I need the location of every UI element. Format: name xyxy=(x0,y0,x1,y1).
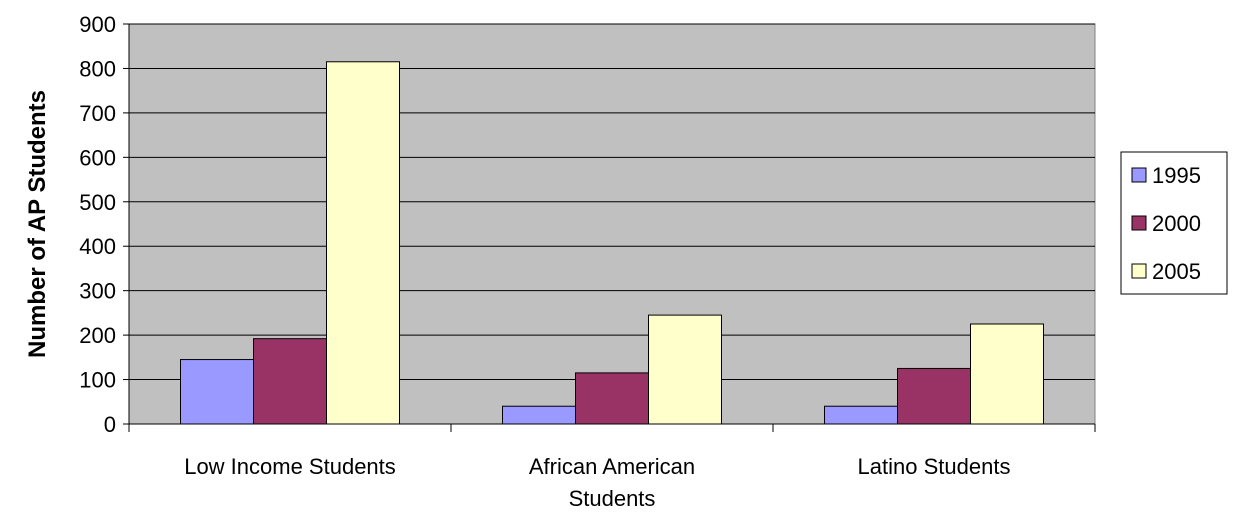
category-label: Low Income Students xyxy=(184,454,396,479)
y-tick-label: 400 xyxy=(79,234,116,259)
category-labels: Low Income Students African American Stude… xyxy=(184,454,1010,511)
legend: 1995 2000 2005 xyxy=(1120,151,1228,295)
legend-label-1995: 1995 xyxy=(1152,163,1201,188)
bar-2005 xyxy=(970,323,1044,425)
y-tick-label: 800 xyxy=(79,56,116,81)
bar-2000 xyxy=(575,372,649,425)
legend-swatch-2005 xyxy=(1131,263,1147,279)
y-axis-title: Number of AP Students xyxy=(24,90,51,358)
y-tick-label: 100 xyxy=(79,368,116,393)
bar-1995 xyxy=(824,405,898,425)
y-tick-label: 500 xyxy=(79,190,116,215)
y-tick-label: 900 xyxy=(79,12,116,37)
y-tick-label: 300 xyxy=(79,279,116,304)
axes xyxy=(123,23,1096,432)
y-tick-label: 600 xyxy=(79,145,116,170)
bar-1995 xyxy=(502,405,576,425)
bars xyxy=(180,61,1044,425)
category-label: African American Students xyxy=(529,454,695,511)
bar-2000 xyxy=(897,367,971,425)
bar-2005 xyxy=(326,61,400,425)
y-tick-labels: 0 100 200 300 400 500 600 700 800 900 xyxy=(79,12,116,437)
bar-2000 xyxy=(253,338,327,425)
bar-2005 xyxy=(648,314,722,425)
y-tick-label: 200 xyxy=(79,323,116,348)
category-label: Latino Students xyxy=(858,454,1011,479)
y-tick-label: 0 xyxy=(104,412,116,437)
legend-label-2005: 2005 xyxy=(1152,259,1201,284)
bar-1995 xyxy=(180,359,254,425)
y-tick-label: 700 xyxy=(79,101,116,126)
legend-swatch-2000 xyxy=(1131,215,1147,231)
legend-swatch-1995 xyxy=(1131,167,1147,183)
legend-label-2000: 2000 xyxy=(1152,211,1201,236)
